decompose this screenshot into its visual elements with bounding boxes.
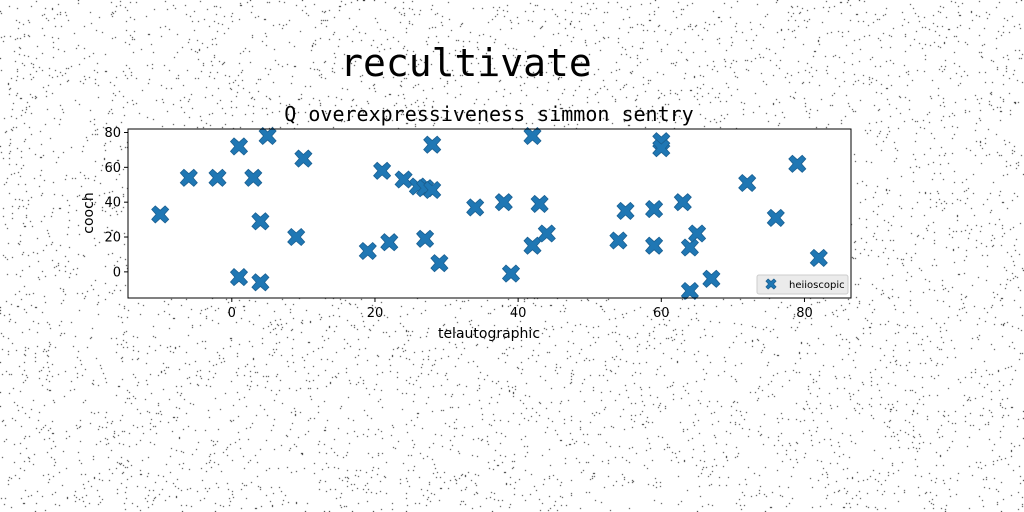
- scatter-point: [766, 208, 785, 227]
- scatter-point: [423, 135, 442, 154]
- scatter-point: [151, 205, 170, 224]
- scatter-point: [809, 248, 828, 267]
- legend-x-glyph: [765, 278, 777, 290]
- y-tick-label: 0: [113, 265, 121, 280]
- scatter-point: [788, 154, 807, 173]
- x-tick-label: 80: [796, 306, 813, 321]
- scatter-point: [251, 273, 270, 292]
- scatter-point: [373, 161, 392, 180]
- scatter-point: [229, 137, 249, 156]
- y-tick-label: 40: [104, 196, 121, 211]
- x-tick-label: 40: [510, 306, 527, 321]
- scatter-point: [416, 229, 435, 248]
- legend-marker-x-icon: [765, 278, 777, 290]
- marker-layer: [151, 126, 828, 301]
- scatter-point: [501, 264, 521, 283]
- x-tick-label: 0: [228, 306, 236, 321]
- scatter-point: [423, 180, 442, 200]
- y-tick-label: 20: [104, 231, 121, 246]
- scatter-point: [738, 173, 757, 193]
- scatter-point: [530, 194, 549, 213]
- plot-area-background: [128, 129, 851, 298]
- scatter-point: [680, 281, 699, 301]
- scatter-point: [287, 227, 306, 247]
- x-tick-label: 20: [367, 306, 384, 321]
- scatter-point: [523, 126, 542, 146]
- scatter-point: [244, 168, 263, 187]
- scatter-point: [258, 126, 277, 146]
- plot-frame: [127, 128, 852, 299]
- legend-box: [756, 274, 849, 295]
- figure-suptitle: recultivate: [340, 41, 592, 85]
- scatter-point: [179, 168, 198, 187]
- scatter-point: [358, 241, 377, 261]
- scatter-point: [652, 139, 671, 158]
- chart-title: Q overexpressiveness simmon sentry: [284, 102, 693, 126]
- scatter-point: [208, 168, 227, 187]
- y-axis: 0 20 40 60 80: [104, 126, 128, 280]
- scatter-point: [688, 224, 707, 243]
- scatter-point: [251, 212, 270, 231]
- scatter-point: [523, 236, 542, 255]
- scatter-point: [294, 149, 313, 168]
- scatter-point: [616, 201, 635, 220]
- y-tick-label: 80: [104, 126, 121, 141]
- scatter-point: [466, 198, 485, 217]
- scatter-point: [673, 193, 692, 212]
- y-tick-label: 60: [104, 161, 121, 176]
- scatter-point: [702, 269, 721, 288]
- scatter-point: [645, 200, 664, 219]
- scatter-point: [229, 268, 249, 287]
- scatter-point: [609, 231, 628, 250]
- scatter-point: [680, 238, 699, 257]
- x-axis-label: telautographic: [438, 326, 540, 342]
- scatter-point: [380, 233, 399, 252]
- scatter-point: [645, 236, 664, 255]
- scatter-point: [494, 193, 513, 212]
- legend-label: heiioscopic: [789, 280, 845, 291]
- y-axis-label: cooch: [81, 192, 97, 233]
- x-axis: 0 20 40 60 80: [228, 298, 813, 321]
- scatter-point: [430, 254, 449, 273]
- scatter-point: [537, 224, 556, 243]
- x-tick-label: 60: [653, 306, 670, 321]
- legend: heiioscopic: [756, 274, 849, 295]
